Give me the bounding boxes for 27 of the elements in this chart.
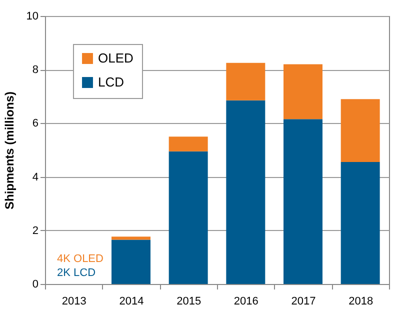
bar	[112, 240, 150, 284]
bar	[112, 236, 150, 240]
y-tick-label: 6	[32, 118, 38, 130]
y-axis-title: Shipments (millions)	[2, 91, 16, 210]
x-tick-label: 2014	[119, 296, 144, 308]
annotation: 4K OLED	[57, 253, 104, 265]
x-tick-label: 2016	[234, 296, 258, 308]
bar	[284, 119, 322, 284]
y-tick-label: 2	[32, 224, 38, 237]
y-tick-label: 4	[32, 171, 38, 184]
bar	[340, 162, 380, 284]
x-tick-label: 2018	[348, 296, 374, 308]
legend-label: LCD	[98, 74, 124, 90]
bar	[168, 136, 208, 152]
x-tick-label: 2017	[291, 296, 316, 308]
x-tick-label: 2015	[176, 296, 202, 308]
bar	[226, 62, 266, 100]
bar	[340, 99, 380, 162]
bar	[226, 100, 266, 284]
annotation: 2K LCD	[57, 267, 96, 279]
y-tick-label: 8	[32, 64, 38, 76]
x-tick-label: 2013	[62, 296, 86, 308]
y-tick-label: 10	[26, 10, 38, 22]
y-tick-label: 0	[32, 278, 38, 290]
bar	[284, 64, 322, 120]
bar	[168, 151, 208, 284]
legend-label: OLED	[98, 50, 134, 66]
